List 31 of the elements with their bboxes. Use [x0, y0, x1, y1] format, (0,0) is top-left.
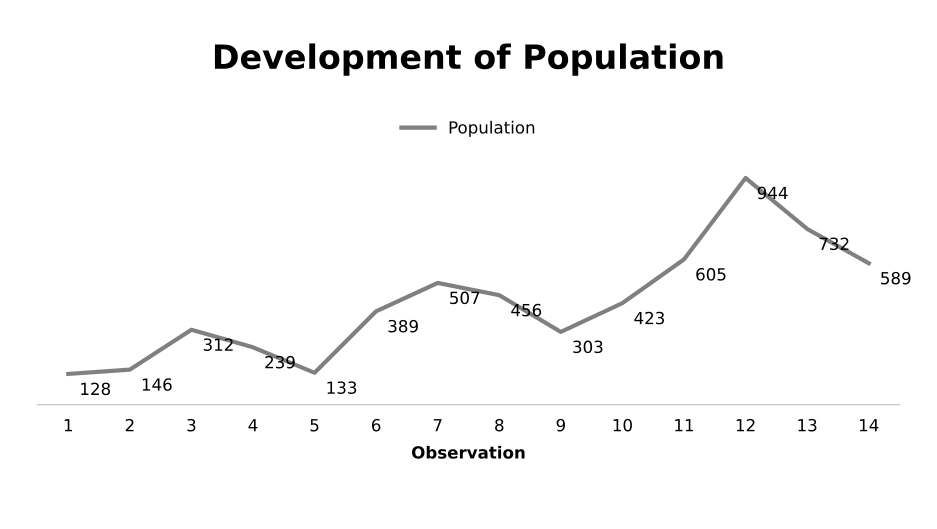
data-label: 423 — [634, 312, 664, 324]
x-tick-label: 13 — [798, 418, 816, 432]
legend-label: Population — [450, 120, 534, 137]
x-tick-label: 9 — [556, 418, 565, 432]
data-label: 146 — [142, 378, 172, 391]
x-tick-label: 14 — [860, 419, 878, 432]
x-tick-label: 2 — [126, 418, 134, 432]
x-tick-label: 6 — [372, 418, 380, 432]
data-label: 732 — [820, 238, 848, 250]
x-tick-label: 10 — [614, 418, 632, 432]
data-label: 133 — [328, 381, 356, 394]
data-label: 944 — [758, 186, 788, 200]
data-label: 303 — [573, 340, 602, 354]
x-tick-label: 1 — [64, 419, 72, 432]
data-label: 312 — [204, 338, 233, 351]
data-label: 589 — [881, 272, 910, 284]
x-tick-label: 4 — [248, 419, 258, 432]
data-label: 128 — [81, 382, 110, 396]
chart-title: Development of Population — [214, 43, 723, 76]
data-label: 389 — [388, 320, 418, 332]
x-tick-label: 7 — [434, 419, 442, 432]
data-label: 456 — [511, 304, 542, 316]
x-tick-label: 5 — [310, 419, 318, 432]
data-label: 239 — [265, 356, 295, 369]
x-tick-label: 8 — [495, 418, 504, 432]
x-tick-label: 3 — [187, 418, 196, 432]
data-label: 507 — [450, 292, 480, 304]
x-axis-title: Observation — [412, 446, 525, 459]
x-tick-label: 12 — [736, 418, 755, 432]
data-label: 605 — [696, 268, 726, 281]
x-tick-label: 11 — [675, 419, 694, 432]
